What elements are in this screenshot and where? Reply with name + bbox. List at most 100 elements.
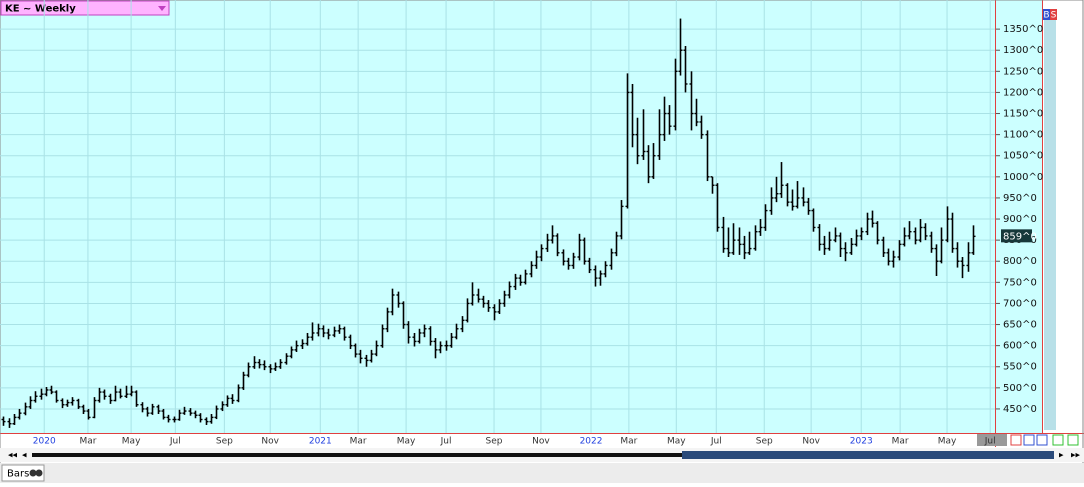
- ohlc-bar: [913, 227, 918, 245]
- ohlc-bar: [380, 324, 385, 348]
- ohlc-bar: [795, 181, 800, 209]
- ohlc-bar: [870, 210, 875, 228]
- dropdown-arrow[interactable]: [158, 6, 166, 11]
- ohlc-bar: [577, 233, 582, 261]
- x-tick-label: May: [938, 437, 957, 447]
- tab[interactable]: [1, 464, 45, 482]
- symbol-dropdown[interactable]: KE ~ Weekly: [0, 0, 170, 16]
- ohlc-bar: [204, 417, 209, 425]
- ohlc-bar: [603, 261, 608, 278]
- ohlc-bar: [662, 96, 667, 141]
- plot-area: [0, 0, 996, 433]
- scroll-left[interactable]: ◂: [22, 451, 27, 461]
- ohlc-bar: [694, 98, 699, 127]
- ohlc-bar: [406, 321, 411, 344]
- ohlc-bar: [886, 248, 891, 266]
- ohlc-bar: [902, 227, 907, 247]
- ohlc-bar: [417, 328, 422, 344]
- ohlc-bar: [769, 187, 774, 215]
- ohlc-bar: [891, 250, 896, 268]
- ohlc-bar: [444, 340, 449, 351]
- ohlc-bar: [582, 237, 587, 265]
- ohlc-bar: [39, 388, 44, 400]
- sell-button[interactable]: [1050, 9, 1057, 20]
- ohlc-bar: [294, 340, 299, 352]
- ohlc-bar: [97, 387, 102, 403]
- x-tick-label: May: [667, 437, 686, 447]
- ohlc-bar: [481, 295, 486, 308]
- y-axis-area: [996, 0, 1042, 433]
- ohlc-bar: [166, 414, 171, 423]
- buy-button[interactable]: [1043, 9, 1050, 20]
- ohlc-bar: [54, 390, 59, 403]
- ohlc-bar: [753, 225, 758, 251]
- y-tick-label: 750^0: [1003, 277, 1037, 288]
- ohlc-bar: [502, 290, 507, 307]
- ohlc-bar: [177, 409, 182, 421]
- ohlc-bar: [7, 418, 12, 428]
- ohlc-bar: [929, 231, 934, 253]
- y-tick-label: 950^0: [1003, 193, 1037, 204]
- nav-button[interactable]: [1067, 434, 1079, 446]
- ohlc-bar: [17, 408, 22, 420]
- nav-button[interactable]: [1036, 434, 1048, 446]
- ohlc-bar: [587, 257, 592, 274]
- y-tick-label: 1150^0: [1003, 109, 1043, 120]
- ohlc-bar: [49, 385, 54, 395]
- ohlc-bar: [529, 261, 534, 278]
- nav-button[interactable]: [1023, 434, 1035, 446]
- ohlc-bar: [534, 250, 539, 269]
- ohlc-bar: [833, 227, 838, 243]
- ohlc-bar: [348, 334, 353, 350]
- nav-button[interactable]: [1052, 434, 1064, 446]
- ohlc-bar: [571, 252, 576, 269]
- ohlc-bar: [246, 362, 251, 378]
- nav-button[interactable]: [1010, 434, 1022, 446]
- y-tick-label: 650^0: [1003, 320, 1037, 331]
- ohlc-bar: [401, 301, 406, 329]
- sell-label[interactable]: S: [1051, 11, 1057, 21]
- buy-label[interactable]: B: [1043, 11, 1049, 21]
- x-tick-label: May: [397, 437, 416, 447]
- ohlc-bar: [934, 244, 939, 277]
- x-tick-label: 2020: [33, 437, 56, 447]
- ohlc-bar: [385, 307, 390, 333]
- ohlc-bar: [774, 176, 779, 203]
- ohlc-bar: [689, 71, 694, 131]
- ohlc-bar: [849, 238, 854, 255]
- ohlc-bar: [465, 298, 470, 323]
- x-tick-label: 2022: [580, 437, 603, 447]
- ohlc-bar: [225, 395, 230, 407]
- last-price-label: 859^0: [1003, 231, 1037, 242]
- scroll-right[interactable]: ▸: [1059, 451, 1064, 461]
- scroll-first[interactable]: ◂◂: [8, 451, 18, 461]
- ohlc-bar: [273, 362, 278, 371]
- symbol-label[interactable]: KE ~ Weekly: [5, 4, 76, 15]
- x-tick-label: Jul: [440, 437, 452, 447]
- ohlc-bar: [539, 244, 544, 262]
- ohlc-bar: [651, 143, 656, 179]
- ohlc-bar: [881, 236, 886, 258]
- y-tick-label: 450^0: [1003, 404, 1037, 415]
- dropdown-box[interactable]: [0, 0, 170, 16]
- last-price-box: [1001, 229, 1032, 243]
- x-tick-label: May: [122, 437, 141, 447]
- y-tick-label: 1300^0: [1003, 45, 1043, 56]
- ohlc-bar: [454, 323, 459, 340]
- ohlc-bar: [81, 404, 86, 415]
- ohlc-bar: [550, 225, 555, 244]
- ohlc-bar: [182, 406, 187, 415]
- ohlc-bar: [396, 291, 401, 308]
- ohlc-bar: [422, 324, 427, 338]
- x-tick-label: Mar: [620, 437, 637, 447]
- ohlc-bar: [150, 403, 155, 415]
- scrollbar-thumb[interactable]: [682, 451, 1054, 459]
- ohlc-bar: [342, 326, 347, 341]
- ohlc-bar: [747, 231, 752, 255]
- x-tick-label: Nov: [532, 437, 550, 447]
- tab-label[interactable]: Bars: [7, 469, 29, 480]
- ohlc-bar: [673, 58, 678, 131]
- scroll-last[interactable]: ▸▸: [1071, 451, 1081, 461]
